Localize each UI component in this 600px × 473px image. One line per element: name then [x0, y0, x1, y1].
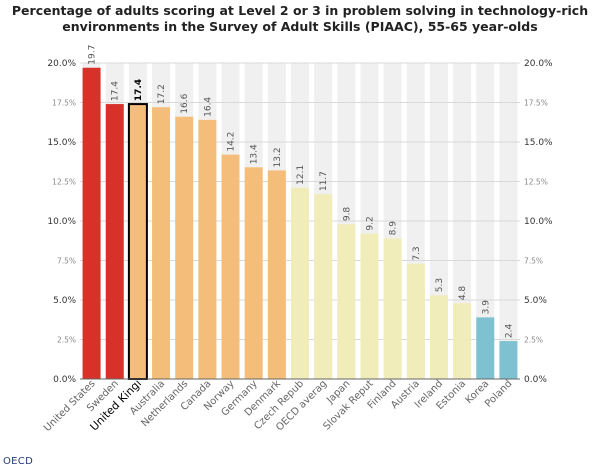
y-tick-label-right: 10.0%	[524, 217, 553, 227]
data-label: 12.1	[296, 165, 306, 185]
bar	[267, 170, 286, 379]
bar	[175, 116, 194, 379]
data-label: 4.8	[458, 286, 468, 301]
bar	[429, 295, 448, 379]
bar	[360, 233, 379, 379]
y-tick-label-left: 15.0%	[47, 138, 76, 148]
data-label: 14.2	[227, 132, 237, 152]
data-label: 9.2	[365, 216, 375, 230]
y-tick-label-left: 2.5%	[57, 336, 76, 345]
data-label: 3.9	[481, 300, 491, 315]
bar	[406, 263, 425, 379]
data-label: 8.9	[389, 221, 399, 236]
bar	[453, 303, 472, 379]
data-label: 17.4	[111, 81, 121, 101]
y-tick-label-left: 7.5%	[57, 257, 76, 266]
source-logo: OECD	[3, 456, 34, 467]
bar	[127, 103, 148, 381]
bar	[105, 104, 124, 379]
data-label: 13.2	[273, 147, 283, 167]
bar	[499, 341, 518, 379]
data-label: 19.7	[88, 45, 98, 65]
y-tick-label-right: 0.0%	[524, 375, 547, 385]
data-label: 9.8	[342, 207, 352, 222]
data-label: 17.4	[134, 79, 144, 101]
bar	[152, 107, 171, 380]
data-label: 2.4	[504, 323, 514, 338]
y-tick-label-right: 15.0%	[524, 138, 553, 148]
data-label: 11.7	[319, 171, 329, 191]
y-tick-label-right: 20.0%	[524, 59, 553, 69]
data-label: 13.4	[250, 144, 260, 164]
y-tick-label-left: 0.0%	[53, 375, 76, 385]
bar	[82, 67, 101, 380]
chart-title-line-1: Percentage of adults scoring at Level 2 …	[11, 3, 589, 18]
y-tick-label-left: 10.0%	[47, 217, 76, 227]
chart-title-line-2: environments in the Survey of Adult Skil…	[62, 19, 538, 34]
bar	[383, 238, 402, 379]
bar	[337, 224, 356, 379]
data-label: 7.3	[412, 246, 422, 260]
data-label: 17.2	[157, 84, 167, 104]
data-label: 16.4	[203, 97, 213, 117]
bar	[314, 194, 333, 379]
data-label: 16.6	[180, 93, 190, 113]
bar	[244, 167, 263, 379]
bar	[291, 187, 309, 379]
y-tick-label-right: 17.5%	[524, 99, 548, 108]
y-tick-label-right: 12.5%	[524, 178, 548, 187]
y-tick-label-left: 12.5%	[52, 178, 76, 187]
bar	[198, 119, 217, 379]
bar	[476, 317, 495, 379]
chart-title: Percentage of adults scoring at Level 2 …	[0, 3, 600, 35]
y-tick-label-right: 2.5%	[524, 336, 543, 345]
bar	[221, 154, 240, 379]
y-tick-label-left: 17.5%	[52, 99, 76, 108]
data-label: 5.3	[435, 278, 445, 292]
y-tick-label-left: 20.0%	[47, 59, 76, 69]
y-tick-label-right: 5.0%	[524, 296, 547, 306]
y-tick-label-right: 7.5%	[524, 257, 543, 266]
y-tick-label-left: 5.0%	[53, 296, 76, 306]
